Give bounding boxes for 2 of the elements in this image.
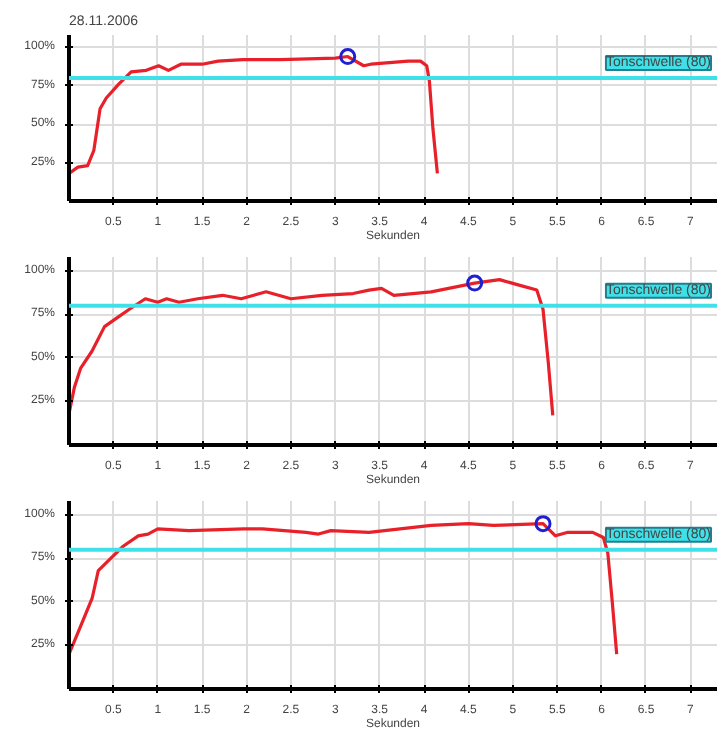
line-series — [69, 278, 555, 418]
line-series — [69, 54, 439, 175]
